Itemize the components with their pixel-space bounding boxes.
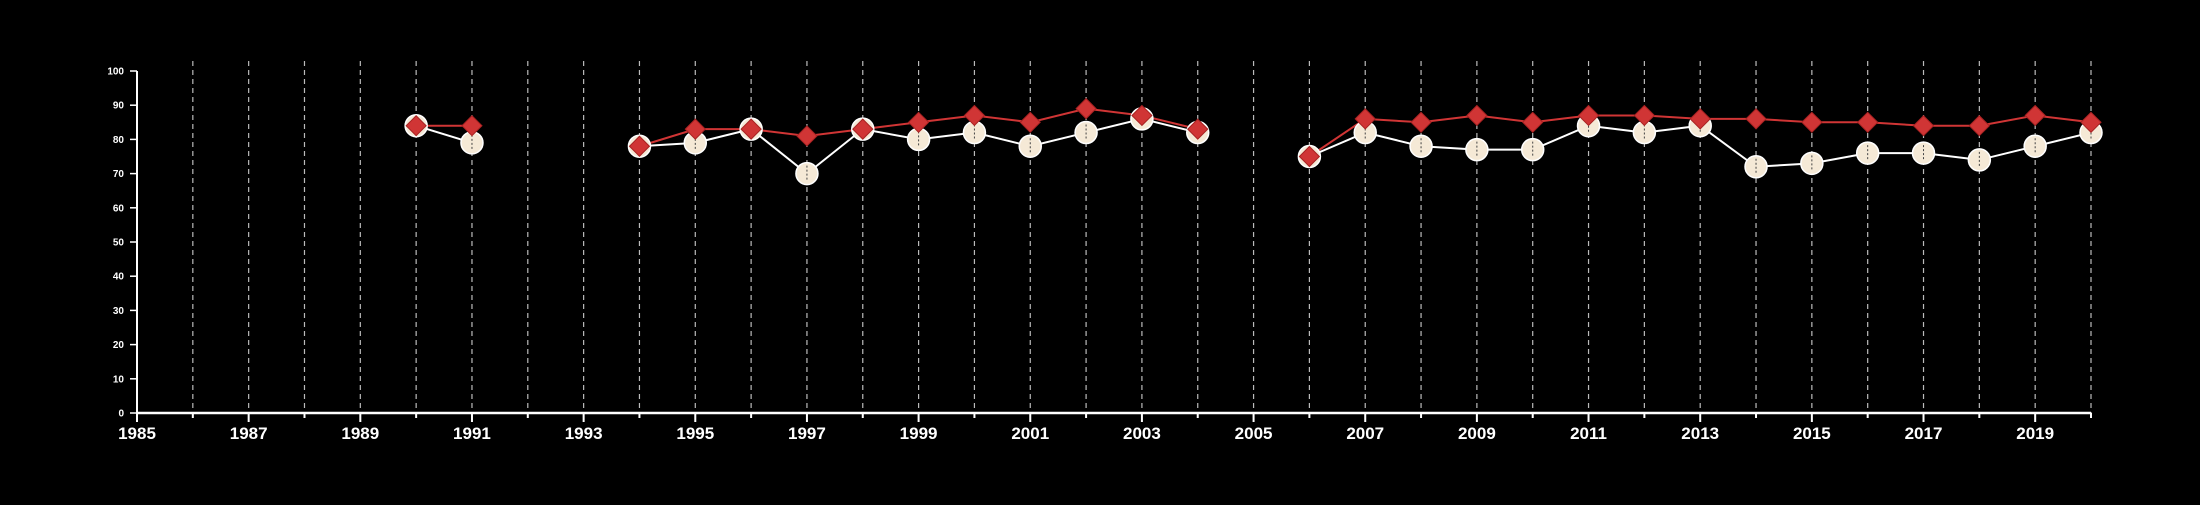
- y-tick-label-10: 10: [113, 374, 125, 385]
- x-tick-label-1985: 1985: [118, 424, 156, 443]
- x-tick-label-2015: 2015: [1793, 424, 1831, 443]
- x-tick-label-1987: 1987: [230, 424, 268, 443]
- diamond-point-2008: [1410, 111, 1432, 134]
- diamond-point-2004: [1187, 118, 1209, 140]
- diamond-point-2000: [963, 104, 986, 127]
- diamond-point-2006: [1298, 145, 1321, 168]
- x-tick-label-2017: 2017: [1905, 424, 1943, 443]
- diamond-point-1998: [852, 118, 874, 140]
- x-tick-label-2011: 2011: [1570, 424, 1607, 443]
- diamond-point-2013: [1689, 108, 1711, 130]
- x-tick-label-1999: 1999: [900, 424, 938, 443]
- diamond-point-1995: [684, 118, 706, 140]
- x-tick-label-2013: 2013: [1681, 424, 1719, 443]
- y-tick-label-90: 90: [113, 101, 125, 112]
- diamond-point-2007: [1354, 108, 1376, 130]
- diamond-point-2010: [1522, 111, 1544, 134]
- x-tick-label-2007: 2007: [1346, 424, 1384, 443]
- y-tick-label-100: 100: [107, 67, 124, 78]
- x-tick-label-1993: 1993: [565, 424, 603, 443]
- diamond-point-2011: [1577, 104, 1600, 127]
- diamond-point-2001: [1019, 111, 1041, 134]
- x-tick-label-2009: 2009: [1458, 424, 1496, 443]
- diamond-point-2019: [2024, 104, 2046, 127]
- x-tick-label-1995: 1995: [676, 424, 714, 443]
- diamond-point-2016: [1856, 111, 1879, 134]
- axis-layer: 1985 1987 1989 1991 1993 1995 1997 1999 2001 2003…: [107, 67, 2092, 443]
- diamond-point-1994: [628, 135, 651, 157]
- diamond-point-2018: [1968, 115, 1991, 137]
- y-tick-label-20: 20: [113, 340, 125, 351]
- diamond-point-1990: [405, 115, 427, 137]
- y-tick-label-50: 50: [113, 238, 125, 249]
- x-tick-label-1997: 1997: [788, 424, 826, 443]
- diamond-point-1991: [461, 115, 483, 137]
- y-tick-label-80: 80: [113, 135, 125, 146]
- diamond-point-2009: [1466, 104, 1488, 127]
- diamond-point-2014: [1745, 108, 1767, 130]
- y-tick-label-0: 0: [118, 409, 124, 420]
- y-tick-label-40: 40: [113, 272, 125, 283]
- x-tick-label-2001: 2001: [1011, 424, 1049, 443]
- x-tick-label-2003: 2003: [1123, 424, 1161, 443]
- x-tick-label-1989: 1989: [341, 424, 379, 443]
- x-tick-label-2019: 2019: [2016, 424, 2054, 443]
- diamond-point-1997: [796, 125, 818, 147]
- y-tick-label-70: 70: [113, 169, 125, 180]
- diamond-point-2003: [1131, 104, 1153, 127]
- diamond-point-2002: [1075, 97, 1097, 120]
- diamond-point-1999: [907, 111, 930, 134]
- diamond-point-1996: [740, 118, 762, 140]
- diamond-point-2020: [2080, 111, 2102, 134]
- x-tick-label-1991: 1991: [453, 424, 491, 443]
- y-tick-label-30: 30: [113, 306, 125, 317]
- diamond-point-2012: [1633, 104, 1656, 127]
- diamond-point-2015: [1801, 111, 1823, 134]
- diamond-point-2017: [1912, 115, 1935, 137]
- series-layer: [404, 97, 2103, 186]
- x-tick-label-2005: 2005: [1235, 424, 1273, 443]
- y-tick-label-60: 60: [113, 203, 125, 214]
